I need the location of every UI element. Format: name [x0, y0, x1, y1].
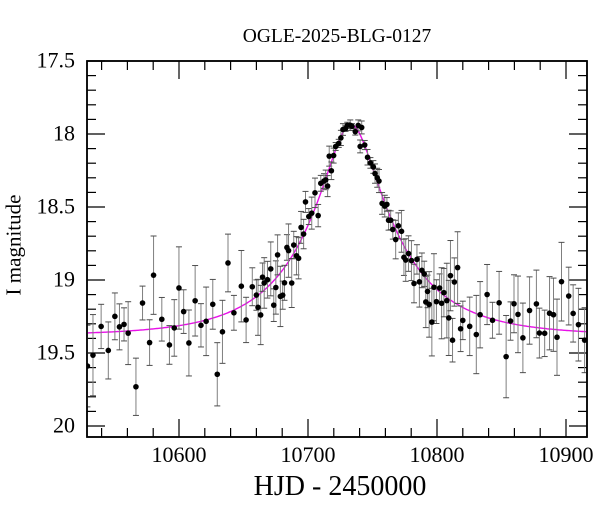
svg-text:19.5: 19.5: [37, 340, 76, 365]
svg-text:20: 20: [53, 413, 75, 438]
svg-text:HJD - 2450000: HJD - 2450000: [254, 471, 427, 502]
svg-text:18.5: 18.5: [37, 194, 76, 219]
svg-text:17.5: 17.5: [37, 48, 76, 73]
svg-text:10700: 10700: [281, 442, 336, 467]
svg-text:I magnitude: I magnitude: [2, 195, 26, 296]
svg-text:10900: 10900: [539, 442, 594, 467]
svg-text:OGLE-2025-BLG-0127: OGLE-2025-BLG-0127: [243, 26, 432, 47]
svg-text:10600: 10600: [152, 442, 207, 467]
svg-text:18: 18: [53, 121, 75, 146]
svg-text:10800: 10800: [410, 442, 465, 467]
svg-text:19: 19: [53, 267, 75, 292]
